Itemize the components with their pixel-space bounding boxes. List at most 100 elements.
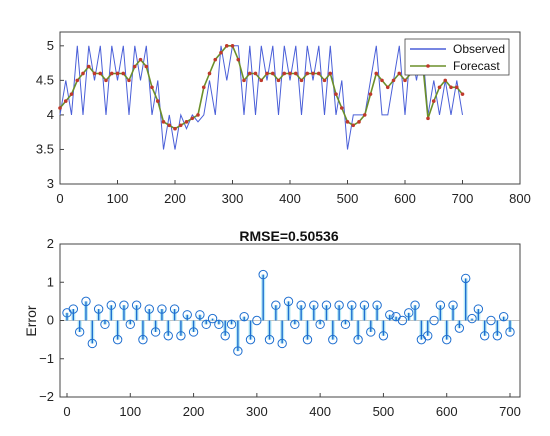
- error-point: [486, 315, 496, 326]
- forecast-point: [178, 123, 183, 128]
- top-series-group: [58, 44, 465, 150]
- forecast-point: [270, 71, 275, 76]
- forecast-point: [351, 123, 356, 128]
- error-point: [163, 331, 173, 341]
- error-point: [429, 315, 439, 326]
- error-point: [131, 300, 142, 310]
- top-x-tick-label: 300: [222, 191, 244, 206]
- forecast-point: [196, 113, 200, 117]
- error-point: [157, 304, 167, 314]
- error-point: [378, 331, 389, 341]
- forecast-point: [403, 78, 407, 83]
- forecast-point: [397, 71, 402, 76]
- error-point: [410, 300, 420, 310]
- forecast-point: [357, 120, 361, 124]
- error-point: [106, 300, 117, 310]
- error-point: [112, 334, 123, 345]
- error-point: [302, 334, 313, 345]
- error-point: [207, 313, 218, 324]
- bottom-y-axis-label: Error: [23, 305, 39, 336]
- forecast-point: [184, 120, 189, 124]
- forecast-point: [322, 78, 327, 83]
- forecast-point: [449, 85, 453, 90]
- top-x-tick-label: 100: [107, 191, 129, 206]
- error-point: [214, 319, 224, 330]
- forecast-point: [190, 116, 195, 121]
- top-panel: 3 3.5 4 4.5 5 0 100 200 300 400 500 600 700 800 Obse…: [36, 31, 531, 206]
- forecast-point: [282, 71, 287, 76]
- forecast-point: [374, 71, 379, 76]
- forecast-point: [167, 123, 172, 128]
- forecast-point: [247, 71, 252, 76]
- forecast-point: [81, 71, 85, 76]
- legend-box: [404, 38, 510, 76]
- legend-observed-label: Observed: [453, 42, 505, 56]
- error-point: [505, 327, 515, 337]
- error-point: [264, 334, 275, 345]
- forecast-point: [86, 64, 91, 69]
- error-point: [448, 300, 458, 310]
- error-point: [188, 327, 199, 337]
- error-point: [81, 296, 91, 307]
- forecast-point: [224, 44, 229, 48]
- error-point: [309, 300, 319, 310]
- error-point: [454, 323, 465, 333]
- error-point: [226, 319, 237, 330]
- error-point: [479, 331, 490, 341]
- error-point: [385, 310, 395, 320]
- forecast-point: [173, 126, 177, 131]
- forecast-point: [132, 64, 137, 69]
- error-point: [315, 319, 325, 330]
- bottom-x-ticks: 0 100 200 300 400 500 600 700: [63, 393, 521, 419]
- error-point: [220, 331, 230, 341]
- bottom-x-tick-label: 500: [373, 404, 395, 419]
- bottom-x-tick-label: 0: [63, 404, 70, 419]
- error-point: [245, 334, 256, 345]
- observed-line: [59, 45, 463, 150]
- legend: Observed Forecast: [404, 38, 510, 76]
- error-point: [340, 319, 351, 330]
- error-point: [195, 310, 205, 320]
- error-point: [328, 334, 338, 345]
- error-point: [176, 331, 186, 341]
- forecast-point: [155, 99, 160, 103]
- error-point: [239, 311, 249, 322]
- forecast-point: [115, 71, 120, 76]
- forecast-point: [345, 120, 350, 124]
- error-point: [442, 334, 452, 345]
- error-point: [119, 300, 129, 310]
- error-point: [182, 310, 192, 320]
- error-point: [461, 273, 471, 284]
- error-point: [366, 327, 376, 337]
- forecast-point: [63, 99, 68, 103]
- bottom-y-tick-label: 0: [47, 313, 54, 328]
- forecast-point: [161, 120, 166, 124]
- error-point: [138, 334, 148, 345]
- bottom-y-tick-label: −2: [39, 389, 54, 404]
- error-point: [404, 308, 414, 318]
- forecast-point: [253, 71, 258, 76]
- error-point: [290, 319, 300, 330]
- top-y-tick-label: 4: [47, 107, 54, 122]
- forecast-point: [144, 64, 149, 69]
- error-point: [359, 300, 370, 310]
- error-point: [201, 319, 211, 330]
- legend-forecast-marker: [426, 64, 430, 68]
- bottom-series-group: [62, 269, 515, 356]
- error-point: [252, 315, 262, 326]
- forecast-point: [368, 92, 373, 96]
- error-point: [334, 300, 344, 310]
- error-point: [74, 327, 85, 337]
- error-point: [283, 296, 294, 307]
- forecast-point: [328, 71, 333, 76]
- error-point: [423, 331, 433, 341]
- forecast-point: [230, 44, 235, 48]
- forecast-point: [236, 57, 241, 62]
- error-point: [492, 331, 503, 341]
- error-point: [435, 300, 446, 310]
- legend-forecast-label: Forecast: [453, 59, 500, 73]
- top-y-ticks: 3 3.5 4 4.5 5: [36, 38, 64, 191]
- forecast-point: [201, 85, 206, 90]
- forecast-point: [213, 57, 218, 62]
- bottom-x-tick-label: 600: [436, 404, 458, 419]
